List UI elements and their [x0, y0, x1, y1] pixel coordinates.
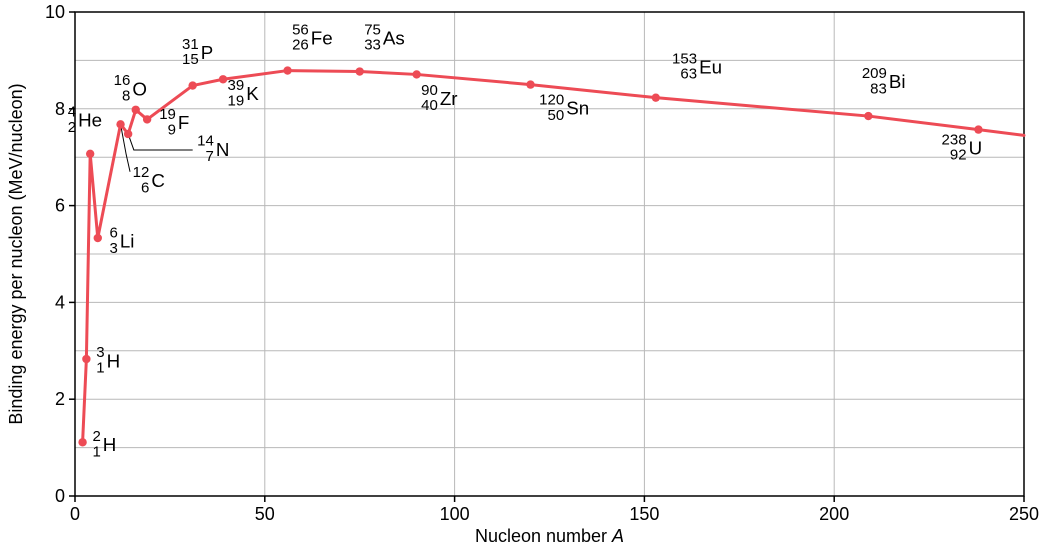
svg-text:7: 7: [206, 148, 214, 165]
ytick-label: 10: [45, 2, 65, 22]
svg-text:33: 33: [364, 37, 381, 54]
data-point: [283, 66, 291, 74]
ytick-label: 2: [55, 389, 65, 409]
xtick-label: 0: [70, 504, 80, 524]
data-point: [116, 120, 124, 128]
x-axis-label: Nucleon number A: [475, 526, 624, 546]
svg-text:15: 15: [182, 51, 199, 68]
chart-svg: 0501001502002500246810Nucleon number ABi…: [0, 0, 1039, 554]
y-axis-label: Binding energy per nucleon (MeV/nucleon): [6, 83, 26, 424]
svg-text:F: F: [178, 112, 189, 133]
svg-text:2: 2: [68, 119, 76, 136]
ytick-label: 0: [55, 486, 65, 506]
svg-text:50: 50: [548, 107, 565, 124]
svg-text:Sn: Sn: [566, 98, 589, 119]
svg-text:19: 19: [228, 92, 245, 109]
svg-text:Bi: Bi: [889, 71, 906, 92]
data-point: [143, 115, 151, 123]
xtick-label: 250: [1009, 504, 1039, 524]
data-point: [356, 67, 364, 75]
data-point: [974, 125, 982, 133]
ytick-label: 8: [55, 99, 65, 119]
svg-text:C: C: [151, 170, 165, 191]
svg-text:U: U: [969, 137, 983, 158]
data-point: [82, 355, 90, 363]
svg-text:6: 6: [141, 179, 149, 196]
svg-text:N: N: [216, 139, 230, 160]
ytick-label: 4: [55, 292, 65, 312]
svg-text:P: P: [201, 42, 214, 63]
data-point: [652, 93, 660, 101]
svg-text:Zr: Zr: [440, 88, 458, 109]
svg-text:3: 3: [110, 240, 118, 257]
binding-energy-chart: 0501001502002500246810Nucleon number ABi…: [0, 0, 1039, 554]
svg-text:He: He: [78, 110, 102, 131]
data-point: [124, 130, 132, 138]
data-point: [94, 234, 102, 242]
svg-text:92: 92: [950, 147, 967, 164]
svg-text:H: H: [103, 434, 117, 455]
data-point: [526, 80, 534, 88]
data-point: [219, 75, 227, 83]
svg-text:H: H: [107, 350, 121, 371]
ytick-label: 6: [55, 196, 65, 216]
svg-text:8: 8: [122, 88, 130, 105]
data-point: [412, 70, 420, 78]
data-point: [132, 106, 140, 114]
xtick-label: 50: [255, 504, 275, 524]
svg-text:As: As: [383, 27, 405, 48]
svg-text:1: 1: [96, 360, 104, 377]
data-point: [188, 81, 196, 89]
svg-text:Li: Li: [120, 231, 135, 252]
svg-text:9: 9: [168, 121, 176, 138]
svg-text:Fe: Fe: [311, 27, 333, 48]
svg-text:83: 83: [870, 80, 887, 97]
data-point: [86, 150, 94, 158]
svg-text:K: K: [246, 83, 259, 104]
svg-text:63: 63: [680, 66, 697, 83]
svg-text:O: O: [132, 78, 147, 99]
data-point: [78, 438, 86, 446]
xtick-label: 150: [629, 504, 659, 524]
svg-text:40: 40: [421, 97, 438, 114]
svg-text:1: 1: [92, 443, 100, 460]
xtick-label: 100: [440, 504, 470, 524]
svg-text:26: 26: [292, 37, 309, 54]
xtick-label: 200: [819, 504, 849, 524]
svg-text:Eu: Eu: [699, 56, 722, 77]
data-point: [864, 112, 872, 120]
